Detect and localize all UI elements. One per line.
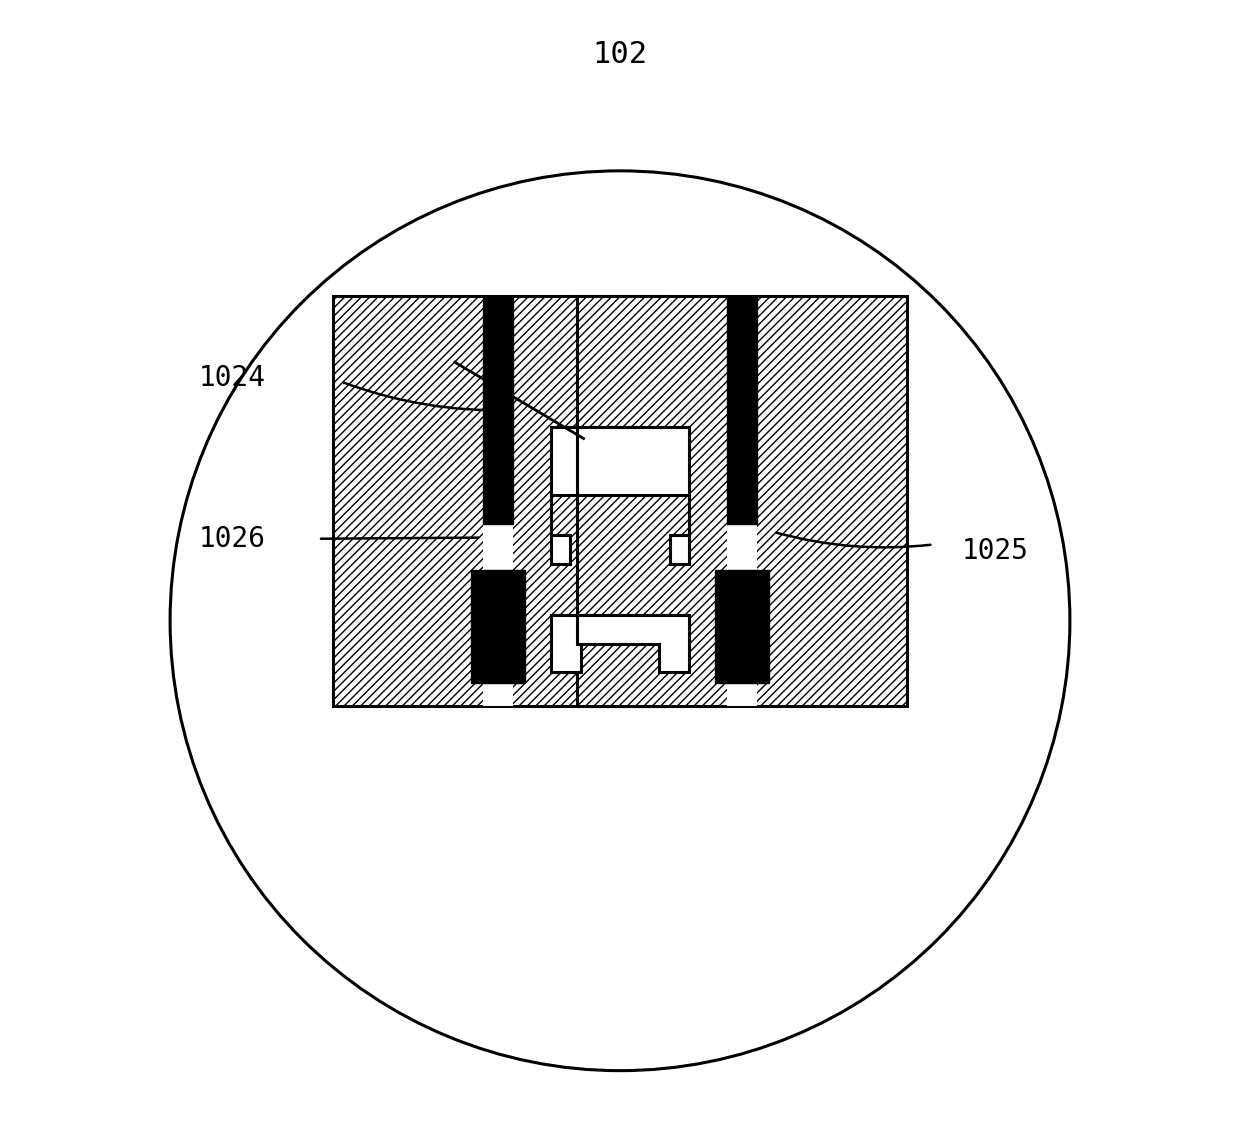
Polygon shape — [484, 296, 513, 524]
Polygon shape — [551, 615, 663, 672]
Polygon shape — [577, 296, 906, 706]
Text: 1026: 1026 — [198, 525, 265, 552]
Polygon shape — [484, 296, 513, 706]
Polygon shape — [727, 296, 756, 706]
Polygon shape — [471, 570, 525, 683]
Polygon shape — [715, 570, 769, 683]
Polygon shape — [577, 615, 689, 672]
Polygon shape — [334, 296, 663, 706]
Text: 102: 102 — [593, 40, 647, 68]
Polygon shape — [727, 296, 756, 524]
Polygon shape — [577, 427, 689, 564]
Polygon shape — [551, 427, 663, 564]
Text: 1025: 1025 — [962, 538, 1029, 565]
Text: 1024: 1024 — [198, 364, 265, 392]
